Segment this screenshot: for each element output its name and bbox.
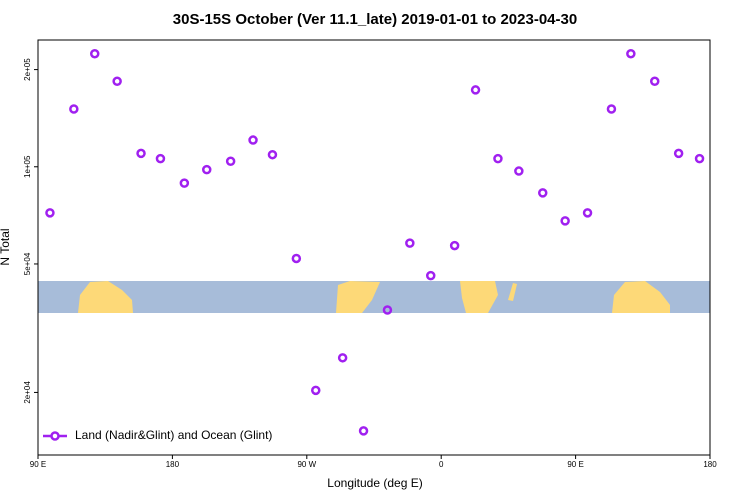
map-strip [38,281,710,313]
point [560,216,570,226]
y-tick-label: 2e+04 [23,381,32,404]
x-tick-label: 0 [439,460,444,469]
legend-label: Land (Nadir&Glint) and Ocean (Glint) [75,428,272,442]
y-axis-label: N Total [0,228,12,265]
point [649,76,660,87]
point [337,353,348,363]
y-tick-label: 1e+05 [23,155,32,178]
point [606,104,617,114]
point [89,48,100,59]
x-tick-label: 180 [703,460,717,469]
point [537,188,548,198]
point [470,85,481,95]
y-tick-label: 2e+05 [23,58,32,81]
x-axis-label: Longitude (deg E) [327,476,422,490]
x-tick-label: 90 W [297,460,316,469]
y-tick-label: 5e+04 [23,252,32,275]
point [179,178,190,188]
x-tick-label: 90 E [30,460,46,469]
legend-marker [50,431,60,441]
x-tick-label: 90 E [567,460,583,469]
point [267,149,278,160]
point [425,270,436,281]
point [382,305,393,315]
point [69,104,79,114]
point [626,48,636,59]
point [358,426,369,436]
point [291,253,302,264]
point [673,148,684,159]
point [311,385,321,396]
point [45,208,55,218]
point [248,135,258,145]
point [582,208,593,218]
point [449,240,460,251]
point [514,166,524,176]
plot-frame [37,39,711,456]
point [405,238,415,248]
chart-title: 30S-15S October (Ver 11.1_late) 2019-01-… [173,11,577,28]
point [225,156,236,167]
point [694,153,705,164]
point [493,153,503,164]
point [136,148,146,159]
point [155,153,166,164]
x-tick-label: 180 [166,460,180,469]
point [201,164,212,175]
point [112,76,122,87]
